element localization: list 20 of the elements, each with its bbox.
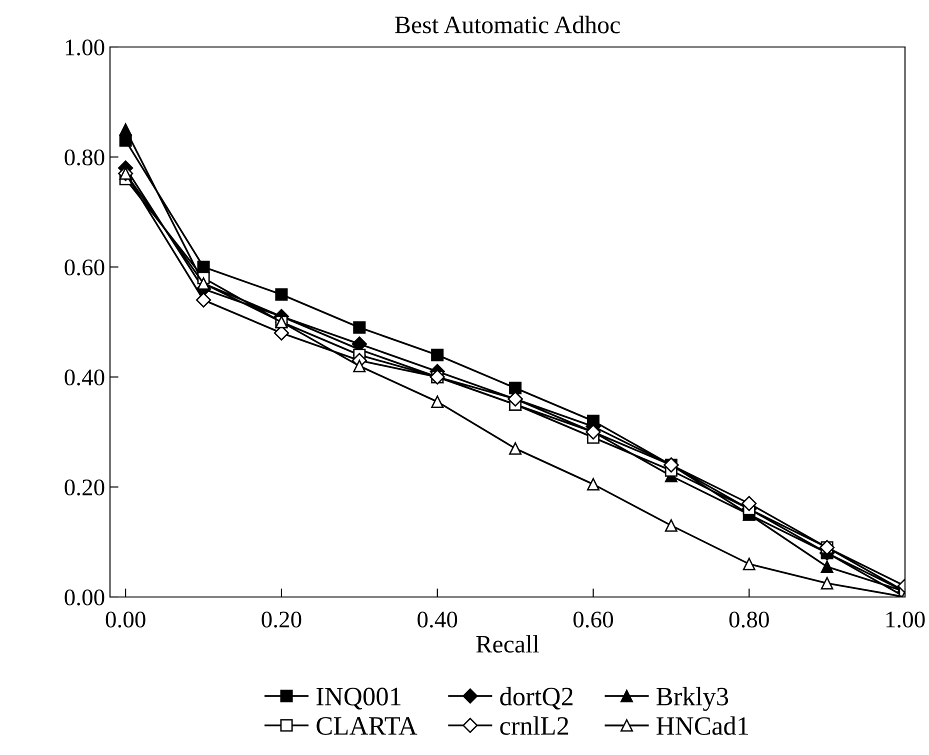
legend-label: crnlL2 <box>500 716 568 735</box>
x-tick-label: 0.00 <box>106 612 146 628</box>
x-tick-label: 0.40 <box>418 612 458 628</box>
legend-label: CLARTA <box>316 717 418 735</box>
x-tick-label: 0.80 <box>729 612 769 628</box>
y-tick-label: 0.80 <box>64 149 104 166</box>
legend-label: Brkly3 <box>656 686 728 711</box>
chart-title: Best Automatic Adhoc <box>395 16 620 34</box>
y-tick-label: 0.40 <box>64 369 104 386</box>
x-tick-label: 1.00 <box>886 612 925 628</box>
y-tick-label: 1.00 <box>66 39 104 56</box>
x-tick-label: 0.20 <box>262 612 302 628</box>
y-tick-label: 0.20 <box>64 479 104 496</box>
legend-label: dortQ2 <box>500 686 573 710</box>
x-tick-label: 0.60 <box>573 612 613 628</box>
legend-label: HNCad1 <box>656 716 748 735</box>
y-tick-label: 0.00 <box>64 589 104 606</box>
x-axis-title: Recall <box>476 635 539 653</box>
y-tick-label: 0.60 <box>64 259 104 276</box>
legend-label: INQ001 <box>316 688 400 710</box>
